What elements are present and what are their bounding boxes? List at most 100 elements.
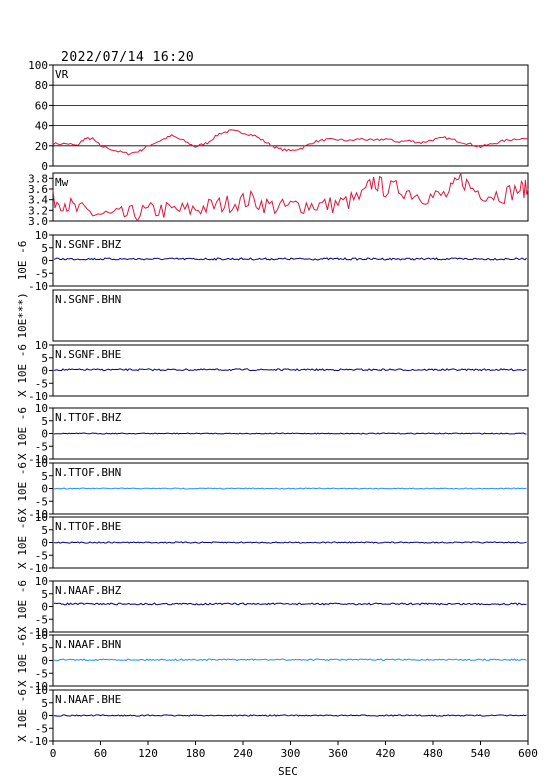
- channel-label: N.TTOF.BHZ: [55, 411, 122, 424]
- y-tick-label: 0: [41, 537, 48, 550]
- y-tick-label: 80: [35, 79, 48, 92]
- series-line-vr: [52, 129, 529, 156]
- channel-label: N.SGNF.BHN: [55, 293, 121, 306]
- channel-label: N.TTOF.BHE: [55, 520, 121, 533]
- y-tick-label: 3.8: [28, 172, 48, 185]
- trace-line-n-ttof-bhz: [53, 432, 527, 435]
- y-tick-label: -5: [35, 722, 48, 735]
- y-tick-label: 5: [41, 242, 48, 255]
- trace-line-n-naaf-bhz: [54, 602, 527, 606]
- y-tick-label: 3.2: [28, 204, 48, 217]
- y-tick-label: 10: [35, 229, 48, 242]
- x-tick-label: 240: [233, 747, 253, 760]
- y-axis-unit-label: X 10E -6: [16, 407, 29, 460]
- panel-n-sgnf-bhn: [52, 289, 529, 342]
- panel-frame: [52, 580, 529, 633]
- y-tick-label: -10: [28, 735, 48, 748]
- channel-label: N.NAAF.BHN: [55, 638, 121, 651]
- channel-label: N.TTOF.BHN: [55, 466, 121, 479]
- channel-label: N.NAAF.BHZ: [55, 584, 122, 597]
- y-tick-label: 3.4: [28, 194, 48, 207]
- panel-frame: [52, 289, 529, 342]
- x-tick-label: 420: [376, 747, 396, 760]
- y-tick-label: -5: [35, 267, 48, 280]
- y-tick-label: 5: [41, 352, 48, 365]
- channel-label: N.NAAF.BHE: [55, 693, 121, 706]
- trace-line-n-sgnf-bhe: [53, 368, 527, 372]
- x-tick-label: 180: [186, 747, 206, 760]
- y-tick-label: 10: [35, 339, 48, 352]
- y-axis-unit-label: X 10E -6: [16, 462, 29, 515]
- y-tick-label: 10: [35, 629, 48, 642]
- y-tick-label: 5: [41, 415, 48, 428]
- panel-n-naaf-bhz: [49, 580, 529, 633]
- x-axis-label: SEC: [278, 765, 298, 778]
- y-tick-label: 0: [41, 710, 48, 723]
- panel-n-naaf-bhn: [49, 634, 529, 687]
- y-tick-label: 60: [35, 99, 48, 112]
- y-tick-label: 0: [41, 255, 48, 268]
- trace-line-n-ttof-bhe: [53, 541, 527, 544]
- channel-label: VR: [55, 68, 69, 81]
- y-tick-label: 5: [41, 524, 48, 537]
- panel-mw: [49, 172, 529, 223]
- x-tick-label: 60: [94, 747, 107, 760]
- y-tick-label: -5: [35, 377, 48, 390]
- y-tick-label: 0: [41, 655, 48, 668]
- panel-n-ttof-bhz: [49, 407, 529, 460]
- y-tick-label: 10: [35, 402, 48, 415]
- x-tick-label: 120: [138, 747, 158, 760]
- y-axis-unit-label: 10E -6: [16, 241, 29, 281]
- y-axis-unit-label: X 10E -6: [16, 344, 29, 397]
- y-tick-label: 5: [41, 697, 48, 710]
- y-tick-label: 5: [41, 470, 48, 483]
- x-tick-label: 0: [50, 747, 57, 760]
- y-tick-label: 0: [41, 365, 48, 378]
- y-tick-label: -10: [28, 508, 48, 521]
- y-tick-label: 10: [35, 684, 48, 697]
- y-tick-label: -5: [35, 549, 48, 562]
- x-tick-label: 360: [328, 747, 348, 760]
- y-axis-unit-label: X 10E -6: [16, 689, 29, 742]
- panel-n-sgnf-bhe: [49, 344, 529, 397]
- panel-frame: [52, 172, 529, 222]
- trace-line-n-naaf-bhn: [53, 658, 527, 662]
- channel-label: Mw: [55, 176, 69, 189]
- y-axis-unit-label: X 10E -6: [16, 634, 29, 687]
- trace-line-n-naaf-bhe: [53, 714, 527, 717]
- y-axis-unit-label: X 10E -6: [16, 580, 29, 633]
- y-tick-label: 3.0: [28, 215, 48, 228]
- y-tick-label: 10: [35, 575, 48, 588]
- x-tick-label: 600: [518, 747, 538, 760]
- panel-n-ttof-bhn: [49, 462, 529, 515]
- y-axis-unit-label: X 10E -6: [16, 516, 29, 569]
- y-tick-label: 5: [41, 588, 48, 601]
- x-tick-label: 480: [423, 747, 443, 760]
- y-tick-label: -5: [35, 440, 48, 453]
- y-tick-label: -10: [28, 562, 48, 575]
- y-tick-label: 40: [35, 120, 48, 133]
- trace-line-n-sgnf-bhz: [53, 257, 527, 261]
- y-tick-label: -5: [35, 495, 48, 508]
- panel-n-sgnf-bhz: [49, 234, 529, 287]
- y-tick-label: 3.6: [28, 183, 48, 196]
- x-tick-label: 300: [281, 747, 301, 760]
- x-tick-label: 540: [471, 747, 491, 760]
- channel-label: N.SGNF.BHE: [55, 348, 121, 361]
- y-tick-label: 5: [41, 642, 48, 655]
- y-tick-label: -10: [28, 453, 48, 466]
- y-tick-label: -10: [28, 280, 48, 293]
- y-tick-label: -5: [35, 667, 48, 680]
- y-tick-label: 20: [35, 140, 48, 153]
- y-tick-label: 0: [41, 428, 48, 441]
- channel-label: N.SGNF.BHZ: [55, 238, 122, 251]
- y-tick-label: 100: [28, 59, 48, 72]
- y-tick-label: -10: [28, 680, 48, 693]
- panel-frame: [52, 64, 529, 167]
- series-line-mw: [52, 172, 529, 223]
- y-tick-label: 0: [41, 160, 48, 173]
- y-axis-unit-label: 10E***): [16, 292, 29, 338]
- trace-line-n-ttof-bhn: [54, 487, 527, 490]
- y-tick-label: -5: [35, 613, 48, 626]
